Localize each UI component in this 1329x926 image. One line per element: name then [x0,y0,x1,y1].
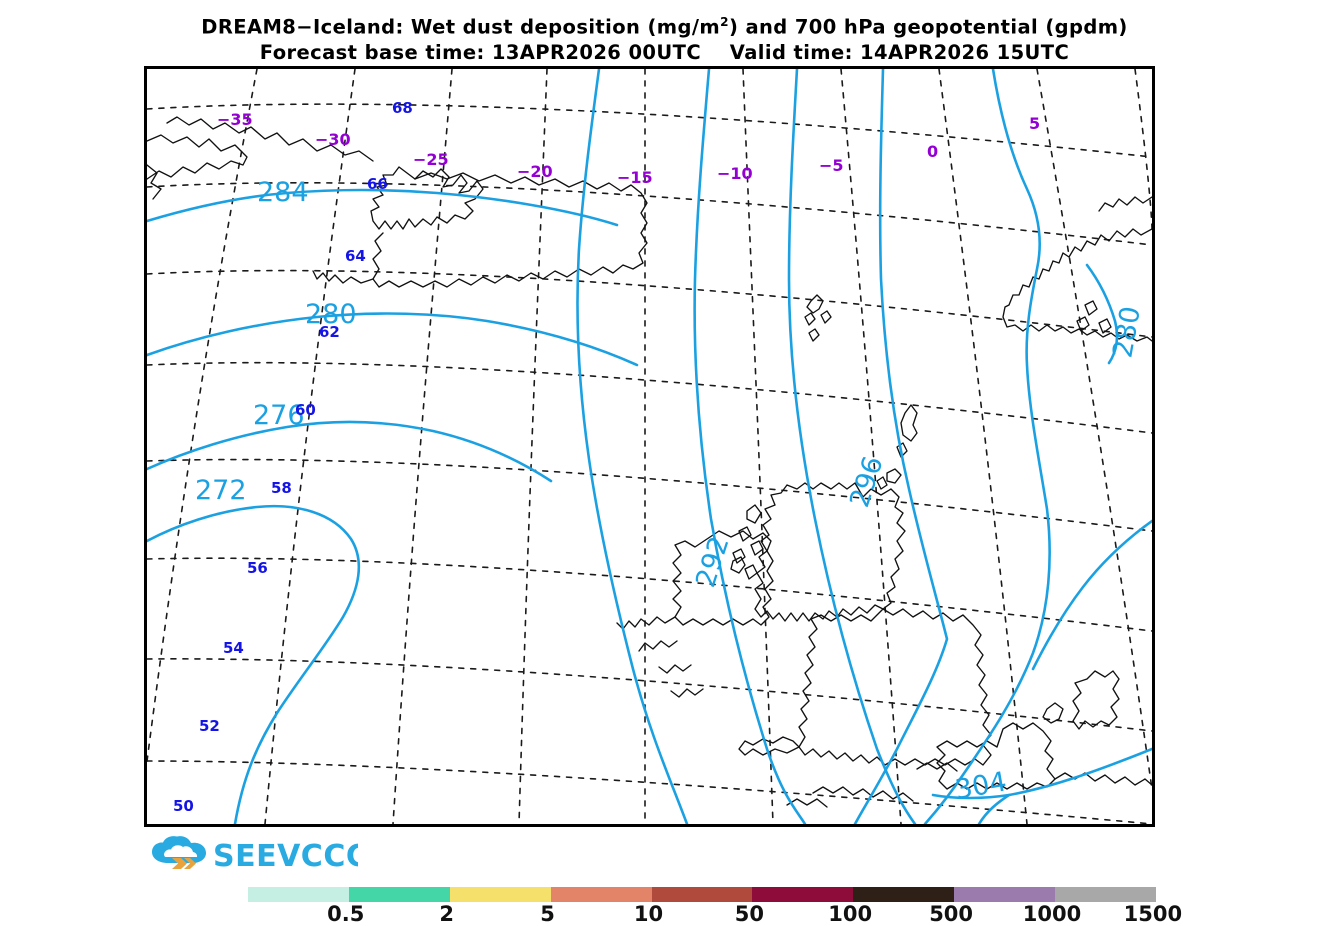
title-pre: DREAM8−Iceland: Wet dust deposition (mg/… [201,15,721,39]
cloud-icon [152,836,206,863]
lat-label-62: 62 [319,323,340,341]
colorbar-gradient [248,887,1156,902]
latitude-labels: 68 66 64 62 60 58 56 54 52 50 [173,99,413,815]
lat-label-68: 68 [392,99,413,117]
lat-label-50: 50 [173,797,194,815]
colorbar-tick-4: 50 [734,902,764,926]
colorbar[interactable]: 0.5 2 5 10 50 100 500 1000 1500 [246,887,1182,926]
map-canvas: .grat{fill:none;stroke:#1a1a1a;stroke-wi… [147,69,1152,824]
lon-label--25: −25 [413,150,449,169]
colorbar-tick-1: 2 [439,902,454,926]
colorbar-tick-7: 1000 [1022,902,1082,926]
contour-label-284: 284 [257,177,309,208]
colorbar-tick-2: 5 [540,902,555,926]
colorbar-tick-8: 1500 [1123,902,1183,926]
title-post: ) and 700 hPa geopotential (gpdm) [728,15,1128,39]
colorbar-segment-7 [954,887,1055,902]
colorbar-segment-4 [651,887,753,902]
colorbar-segment-5 [752,887,854,902]
colorbar-tick-5: 100 [828,902,873,926]
lat-label-58: 58 [271,479,292,497]
contour-label-280: 280 [305,299,357,330]
lat-label-52: 52 [199,717,220,735]
colorbar-segment-3 [550,887,652,902]
colorbar-tick-6: 500 [929,902,974,926]
map-panel[interactable]: .grat{fill:none;stroke:#1a1a1a;stroke-wi… [144,66,1155,827]
lon-label-5: 5 [1029,114,1040,133]
colorbar-tick-0: 0.5 [327,902,365,926]
colorbar-segment-0 [248,887,349,902]
lat-label-64: 64 [345,247,366,265]
seevccc-logo[interactable]: SEEVCCC [148,835,358,877]
coastlines [147,116,1152,808]
lon-label--35: −35 [217,110,253,129]
lat-label-60: 60 [295,401,316,419]
lon-label--10: −10 [717,164,753,183]
contour-label-276: 276 [253,400,305,431]
title-superscript: 2 [720,15,729,29]
colorbar-segment-8 [1055,887,1156,902]
lon-label-0: 0 [927,142,938,161]
colorbar-segment-2 [449,887,551,902]
lon-label--15: −15 [617,168,653,187]
graticule-meridians [147,69,1152,824]
colorbar-tick-labels: 0.5 2 5 10 50 100 500 1000 1500 [246,902,1182,926]
logo-svg: SEEVCCC [152,836,358,874]
longitude-labels: −35 −30 −25 −20 −15 −10 −5 0 5 [217,110,1040,187]
geopotential-contours [147,69,1152,824]
logo-text: SEEVCCC [213,839,358,874]
contour-label-272: 272 [195,475,247,506]
arrow-icon [172,858,196,869]
chart-title-block: DREAM8−Iceland: Wet dust deposition (mg/… [0,10,1329,65]
colorbar-segment-6 [853,887,955,902]
colorbar-tick-3: 10 [633,902,664,926]
lon-label--5: −5 [819,156,844,175]
chart-title-line-1: DREAM8−Iceland: Wet dust deposition (mg/… [0,10,1329,40]
lon-label--20: −20 [517,162,553,181]
lon-label--30: −30 [315,130,351,149]
lat-label-66: 66 [367,175,388,193]
chart-title-line-2: Forecast base time: 13APR2026 00UTC Vali… [259,40,1070,64]
lat-label-54: 54 [223,639,244,657]
lat-label-56: 56 [247,559,268,577]
colorbar-segment-1 [348,887,450,902]
